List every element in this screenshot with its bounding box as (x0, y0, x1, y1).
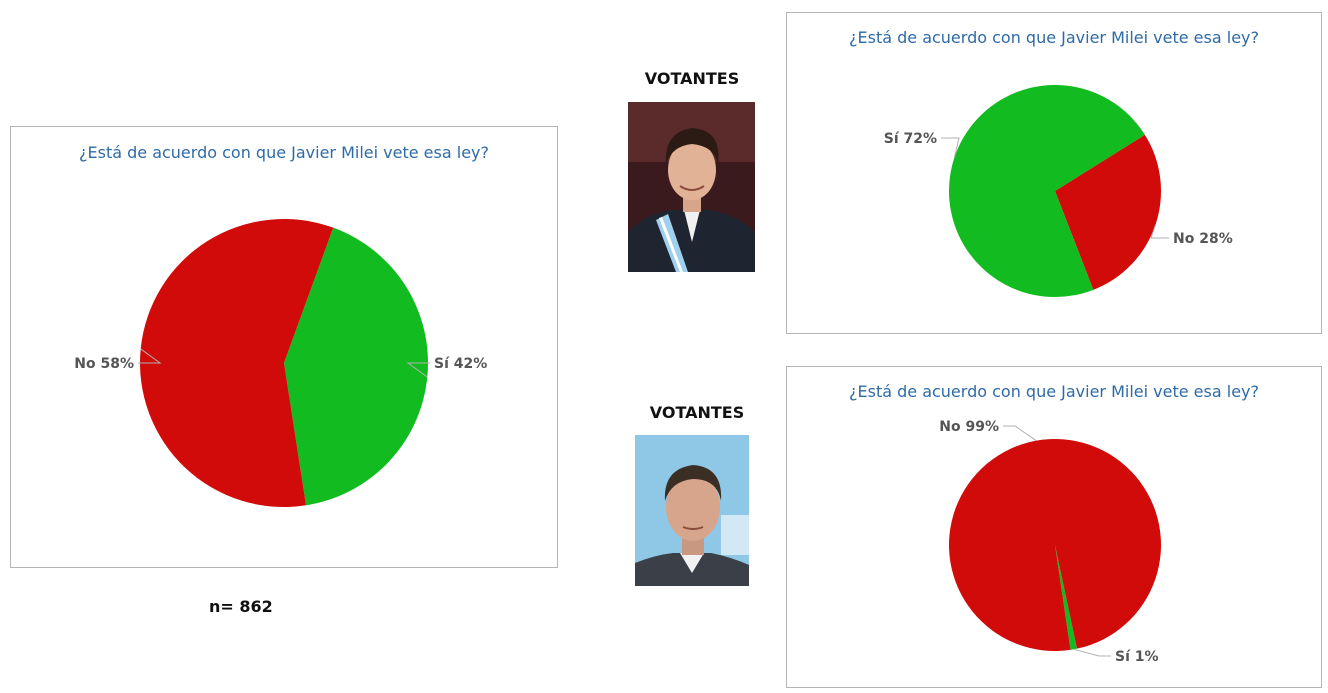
pie-chart-segment-2: Sí 1% No 99% (939, 419, 1162, 665)
data-label: No 99% (939, 419, 999, 435)
data-label: No 28% (1173, 231, 1233, 247)
pie-slice-no (1055, 134, 1161, 290)
pie-slice-no (949, 438, 1162, 651)
sample-size: n= 862 (209, 597, 273, 616)
pie-slice-si (284, 227, 428, 506)
politician-photo-1 (628, 102, 755, 272)
chart-title: ¿Está de acuerdo con que Javier Milei ve… (849, 28, 1259, 47)
leader-line (941, 137, 960, 158)
leader-line (138, 348, 162, 364)
data-label: Sí 1% (1115, 649, 1159, 665)
leader-line (1073, 648, 1111, 657)
chart-title: ¿Está de acuerdo con que Javier Milei ve… (79, 143, 489, 162)
segment-label: VOTANTES (649, 403, 745, 422)
segment-label: VOTANTES (644, 69, 740, 88)
leader-line (406, 362, 430, 378)
leader-line (1003, 425, 1037, 442)
politician-photo-2 (635, 435, 749, 586)
chart-panel-segment-1: ¿Está de acuerdo con que Javier Milei ve… (786, 12, 1322, 334)
data-label: Sí 72% (884, 131, 937, 147)
chart-panel-segment-2: ¿Está de acuerdo con que Javier Milei ve… (786, 366, 1322, 688)
data-label: No 58% (74, 356, 134, 372)
pie-chart-segment-1: No 28% Sí 72% (884, 85, 1233, 298)
pie-slice-si (1055, 545, 1078, 650)
chart-title: ¿Está de acuerdo con que Javier Milei ve… (849, 382, 1259, 401)
chart-panel-overall: ¿Está de acuerdo con que Javier Milei ve… (10, 126, 558, 568)
pie-slice-no (140, 218, 334, 508)
data-label: Sí 42% (434, 356, 487, 372)
pie-chart-overall: Sí 42% No 58% (74, 218, 487, 508)
leader-line (1150, 224, 1169, 239)
pie-slice-si (949, 85, 1145, 298)
